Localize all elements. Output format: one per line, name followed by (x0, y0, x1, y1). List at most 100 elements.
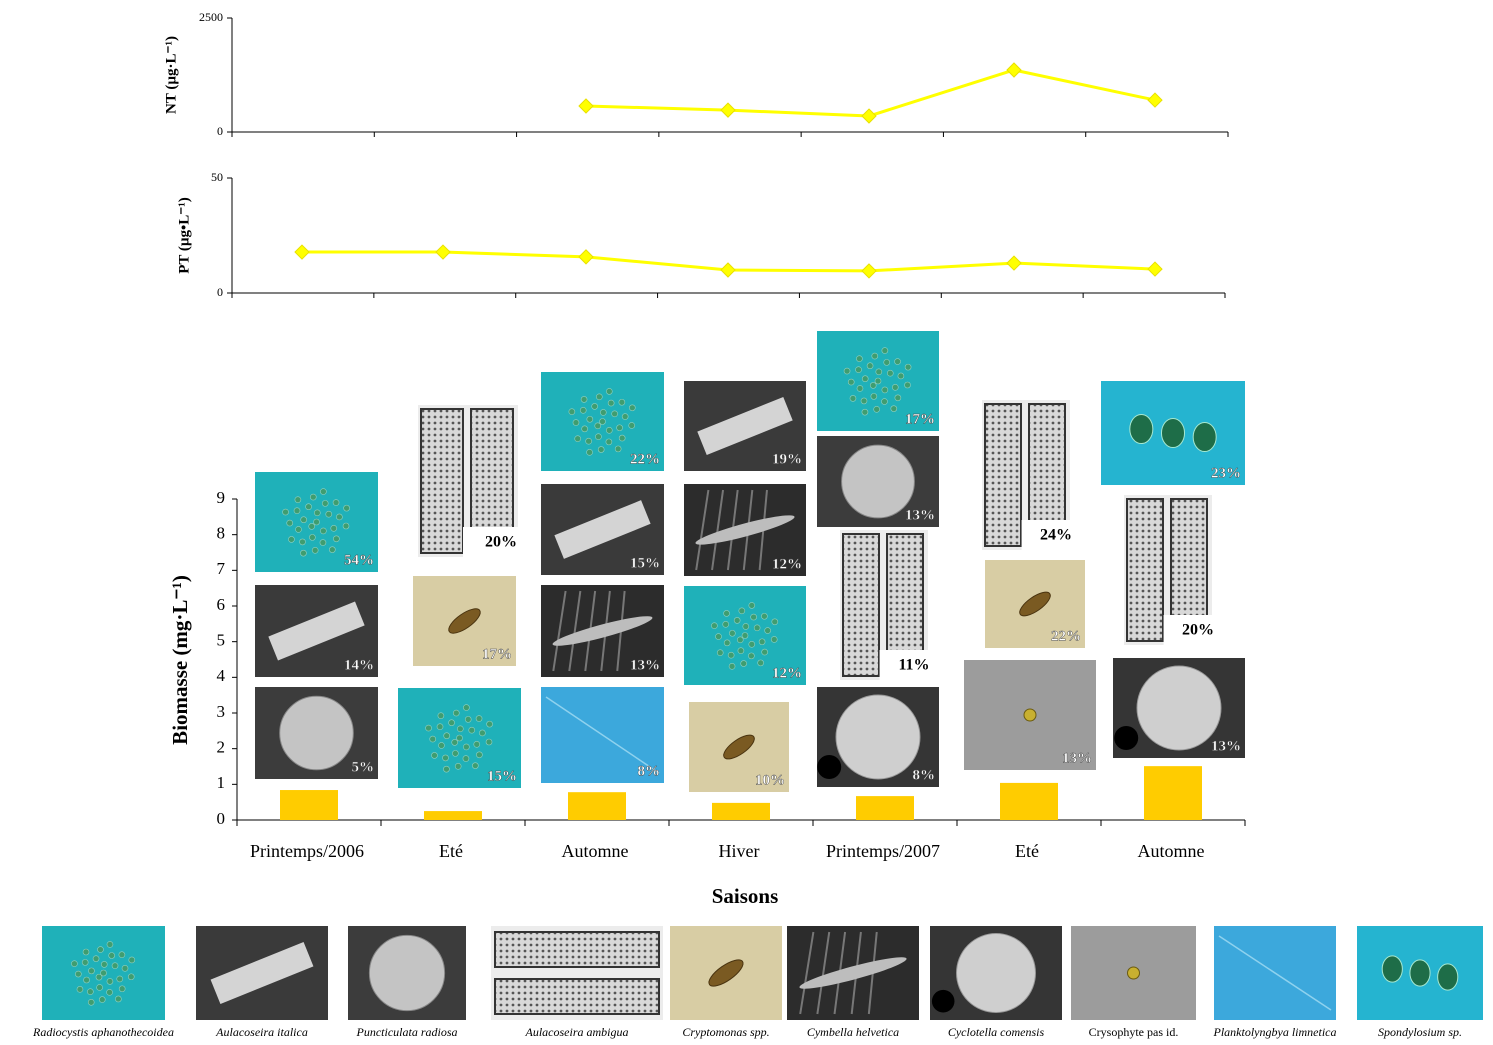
cell (605, 427, 613, 434)
cell (92, 955, 100, 962)
x-tick-label: Automne (562, 841, 629, 861)
cell (87, 988, 94, 995)
tile-label: 20% (1182, 622, 1214, 639)
cell (486, 720, 493, 728)
cell (106, 941, 114, 948)
cell (579, 407, 587, 414)
cell (572, 419, 580, 426)
cell (870, 393, 878, 400)
cell (451, 739, 459, 746)
tile-label: 24% (1040, 527, 1072, 544)
cell (585, 437, 592, 445)
debris (695, 489, 710, 571)
x-axis-label: Saisons (712, 884, 779, 908)
cell (288, 536, 295, 543)
tile-label: 12% (772, 665, 802, 681)
cell (336, 513, 343, 521)
debris (568, 590, 582, 672)
cell (881, 347, 889, 354)
cell (448, 719, 455, 727)
cell (342, 522, 350, 530)
cell (605, 388, 613, 395)
cell (309, 493, 317, 501)
bar (568, 792, 626, 820)
cell (98, 996, 106, 1003)
cell (305, 503, 312, 511)
cell (736, 636, 744, 644)
point-marker (435, 244, 451, 260)
micrograph (1214, 926, 1336, 1020)
micrograph (1071, 926, 1196, 1020)
tile-label: 19% (772, 451, 802, 467)
tile-label: 13% (905, 507, 935, 523)
cell (856, 355, 863, 362)
micrograph (1101, 381, 1245, 485)
debris (799, 931, 815, 1015)
cell (71, 960, 78, 967)
y-tick-label: 3 (217, 702, 226, 721)
cell (443, 732, 450, 740)
x-tick-label: Eté (1015, 841, 1039, 861)
cell (722, 621, 730, 628)
cell (438, 742, 445, 749)
hole (1114, 726, 1139, 750)
cell (300, 549, 307, 557)
cell (708, 959, 744, 987)
cell (733, 617, 741, 624)
cell (628, 404, 636, 412)
cell (894, 394, 902, 402)
micrograph (817, 331, 939, 431)
species-name: Spondylosium sp. (1378, 1025, 1462, 1039)
cell (83, 976, 90, 984)
tile-label: 8% (638, 763, 661, 779)
y-tick-label: 7 (217, 559, 226, 578)
cell (748, 652, 755, 660)
cell (454, 763, 462, 770)
filament (842, 533, 880, 677)
cell (727, 651, 735, 659)
cell (586, 415, 594, 423)
cell (320, 527, 327, 535)
valve (956, 933, 1036, 1013)
cell (293, 507, 301, 515)
cell (479, 729, 486, 737)
cell (771, 618, 779, 626)
cell (468, 726, 476, 734)
tile-label: 22% (1051, 628, 1081, 644)
cell (325, 510, 333, 518)
x-tick-label: Hiver (719, 841, 760, 861)
cell (1192, 421, 1217, 453)
debris (711, 489, 725, 571)
cell (300, 516, 307, 524)
label-box (1163, 615, 1228, 645)
x-tick-label: Printemps/2007 (826, 841, 940, 861)
micrograph (684, 381, 806, 471)
micrograph (964, 660, 1096, 770)
species-name: Radiocystis aphanothecoidea (32, 1025, 174, 1039)
debris (552, 590, 567, 672)
cell (847, 378, 855, 386)
tile-label: 13% (1211, 738, 1241, 754)
species-name: Crysophyte pas id. (1089, 1025, 1179, 1039)
bar (712, 802, 770, 820)
cell (904, 381, 911, 389)
hole (931, 989, 955, 1013)
cell (748, 641, 756, 648)
cell (115, 995, 122, 1003)
cell (856, 385, 864, 392)
micrograph (413, 576, 516, 666)
cell (855, 366, 862, 374)
cell (594, 422, 602, 430)
filament (494, 931, 660, 968)
cell (443, 765, 450, 773)
cell (128, 956, 136, 964)
cell (881, 398, 888, 405)
cell (614, 445, 622, 453)
cell (118, 985, 126, 993)
cell (738, 607, 746, 615)
cell (437, 712, 445, 719)
cell (728, 663, 736, 670)
cell (861, 375, 869, 383)
bar (280, 790, 338, 820)
